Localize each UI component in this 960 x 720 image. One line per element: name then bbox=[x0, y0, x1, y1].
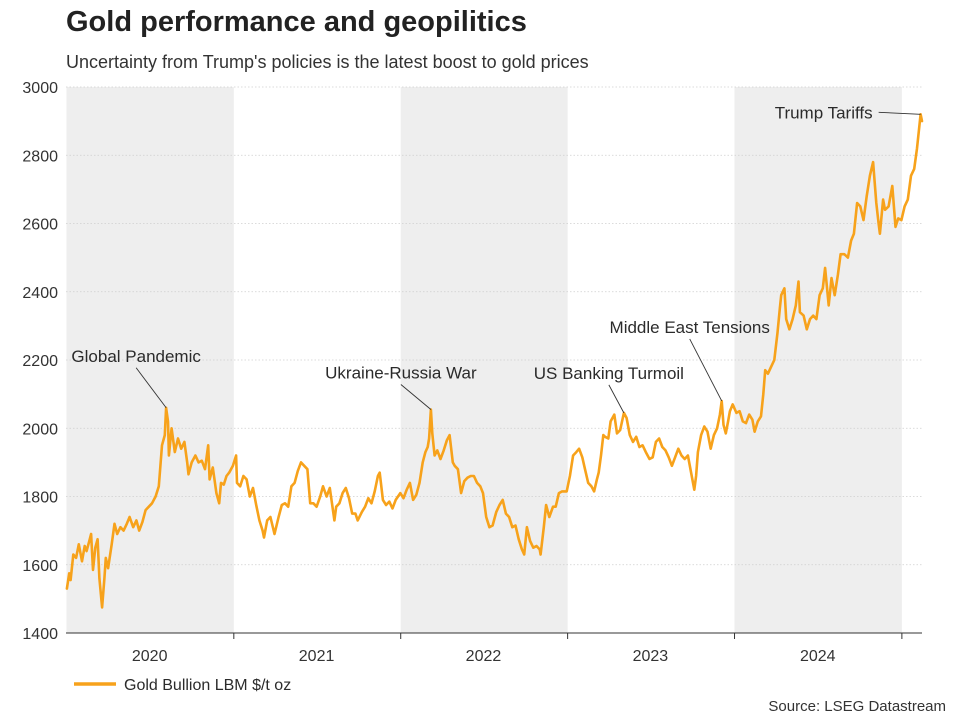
annotation-leader bbox=[135, 367, 167, 409]
y-tick-label: 2000 bbox=[22, 421, 58, 438]
annotation-label: US Banking Turmoil bbox=[534, 364, 684, 383]
legend: Gold Bullion LBM $/t oz bbox=[74, 677, 291, 694]
series-layer bbox=[65, 113, 924, 609]
x-tick-label: 2024 bbox=[800, 648, 836, 665]
annotation-label: Global Pandemic bbox=[71, 347, 201, 366]
y-tick-label: 1800 bbox=[22, 490, 58, 507]
x-tick-label: 2022 bbox=[466, 648, 502, 665]
annotation-label: Middle East Tensions bbox=[610, 318, 770, 337]
y-tick-label: 2800 bbox=[22, 148, 58, 165]
x-tick-label: 2020 bbox=[132, 648, 168, 665]
y-tick-label: 1400 bbox=[22, 626, 58, 643]
chart-subtitle: Uncertainty from Trump's policies is the… bbox=[66, 52, 589, 72]
annotation-leader bbox=[689, 338, 723, 402]
x-tick-label: 2023 bbox=[633, 648, 669, 665]
y-axis: 1400 1600 1800 2000 2200 2400 2600 2800 3000 bbox=[22, 80, 58, 643]
annotation-label: Ukraine-Russia War bbox=[325, 363, 477, 382]
annotation-leader bbox=[608, 384, 625, 414]
annotation-leader bbox=[878, 111, 921, 115]
y-tick-label: 2600 bbox=[22, 217, 58, 234]
y-tick-label: 3000 bbox=[22, 80, 58, 97]
x-axis: 2020 2021 2022 2023 2024 bbox=[66, 632, 922, 665]
series-line-0 bbox=[65, 113, 924, 609]
y-tick-label: 2200 bbox=[22, 353, 58, 370]
x-tick-label: 2021 bbox=[299, 648, 335, 665]
source-note: Source: LSEG Datastream bbox=[768, 698, 946, 715]
gridlines bbox=[66, 86, 922, 566]
annotation-leader bbox=[400, 384, 432, 410]
chart-title: Gold performance and geopilitics bbox=[66, 6, 527, 38]
legend-label: Gold Bullion LBM $/t oz bbox=[124, 677, 291, 694]
y-tick-label: 2400 bbox=[22, 285, 58, 302]
y-tick-label: 1600 bbox=[22, 558, 58, 575]
annotations: Global Pandemic Ukraine-Russia War US Bank… bbox=[71, 103, 921, 414]
annotation-label: Trump Tariffs bbox=[775, 103, 873, 122]
